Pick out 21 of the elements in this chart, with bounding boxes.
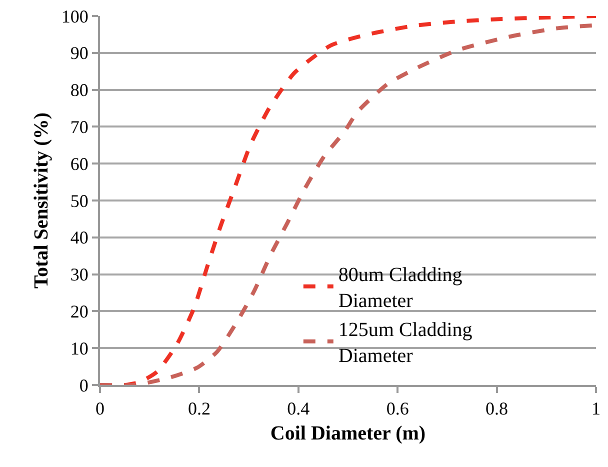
x-tick-label: 0 [96, 398, 104, 419]
legend-label: 80um Cladding Diameter [338, 264, 462, 312]
y-tick-label: 0 [79, 375, 88, 396]
y-tick-label: 20 [70, 302, 88, 322]
x-tick-label: 0.6 [386, 398, 409, 419]
y-tick-label: 10 [70, 338, 88, 358]
x-tick-label: 0.8 [486, 398, 508, 419]
x-tick-label: 1 [592, 398, 600, 419]
y-tick-label: 50 [70, 190, 88, 211]
legend-label: 125um Cladding Diameter [338, 319, 472, 368]
y-tick-label: 80 [70, 80, 88, 100]
x-tick-label: 0.4 [287, 398, 310, 419]
x-tick-label: 0.2 [188, 398, 210, 419]
y-tick-label: 40 [70, 228, 88, 248]
y-tick-label: 60 [70, 154, 88, 174]
y-tick-label: 70 [70, 117, 88, 137]
y-tick-label: 90 [70, 43, 88, 64]
y-axis-title: Total Sensitivity (%) [30, 112, 52, 288]
y-tick-label: 30 [70, 264, 88, 285]
x-axis-title: Coil Diameter (m) [270, 422, 426, 445]
y-tick-label: 100 [61, 6, 88, 26]
